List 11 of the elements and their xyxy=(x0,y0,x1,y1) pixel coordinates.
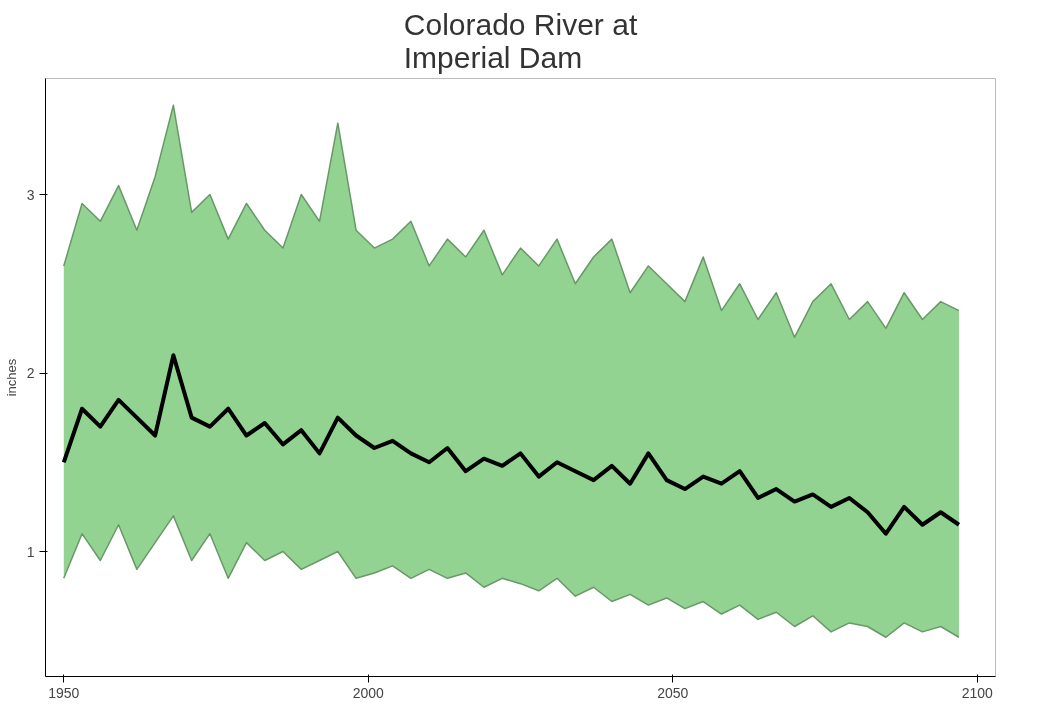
x-tick-label: 2050 xyxy=(657,684,689,701)
y-tick-label: 1 xyxy=(26,543,35,560)
chart-title: Colorado River at Imperial Dam xyxy=(403,7,638,74)
line-series xyxy=(63,515,960,638)
x-tick-label: 2000 xyxy=(352,684,385,701)
y-tick-label: 2 xyxy=(26,365,35,382)
line-series xyxy=(61,353,961,536)
y-axis-title: inches xyxy=(3,358,19,397)
y-tick-label: 3 xyxy=(26,186,35,203)
x-tick-label: 1950 xyxy=(48,684,80,701)
x-tick-label: 2100 xyxy=(961,684,994,701)
